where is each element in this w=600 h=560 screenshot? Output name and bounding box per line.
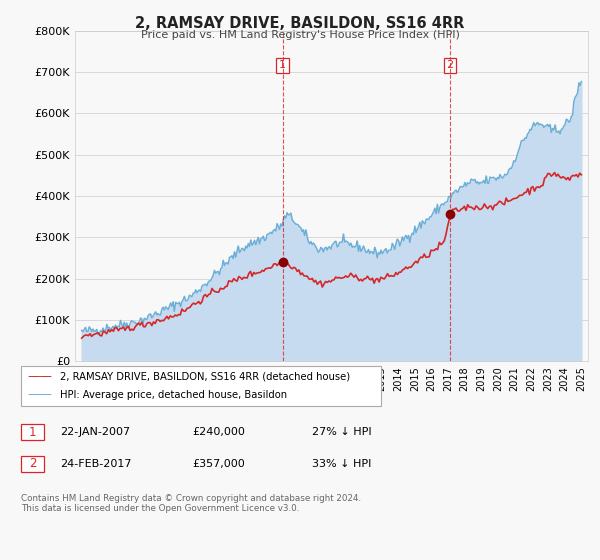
Text: Contains HM Land Registry data © Crown copyright and database right 2024.
This d: Contains HM Land Registry data © Crown c… <box>21 494 361 514</box>
Text: 27% ↓ HPI: 27% ↓ HPI <box>312 427 371 437</box>
Text: 33% ↓ HPI: 33% ↓ HPI <box>312 459 371 469</box>
Text: ——: —— <box>27 371 52 384</box>
Text: 22-JAN-2007: 22-JAN-2007 <box>60 427 130 437</box>
Text: £357,000: £357,000 <box>192 459 245 469</box>
Text: 2, RAMSAY DRIVE, BASILDON, SS16 4RR: 2, RAMSAY DRIVE, BASILDON, SS16 4RR <box>136 16 464 31</box>
Text: 2: 2 <box>446 60 454 71</box>
Text: £240,000: £240,000 <box>192 427 245 437</box>
Text: ——: —— <box>27 388 52 401</box>
Text: Price paid vs. HM Land Registry's House Price Index (HPI): Price paid vs. HM Land Registry's House … <box>140 30 460 40</box>
Text: HPI: Average price, detached house, Basildon: HPI: Average price, detached house, Basi… <box>60 390 287 400</box>
Text: 24-FEB-2017: 24-FEB-2017 <box>60 459 131 469</box>
Text: 1: 1 <box>279 60 286 71</box>
Text: 2: 2 <box>29 457 36 470</box>
Text: 2, RAMSAY DRIVE, BASILDON, SS16 4RR (detached house): 2, RAMSAY DRIVE, BASILDON, SS16 4RR (det… <box>60 372 350 382</box>
Text: 1: 1 <box>29 426 36 439</box>
